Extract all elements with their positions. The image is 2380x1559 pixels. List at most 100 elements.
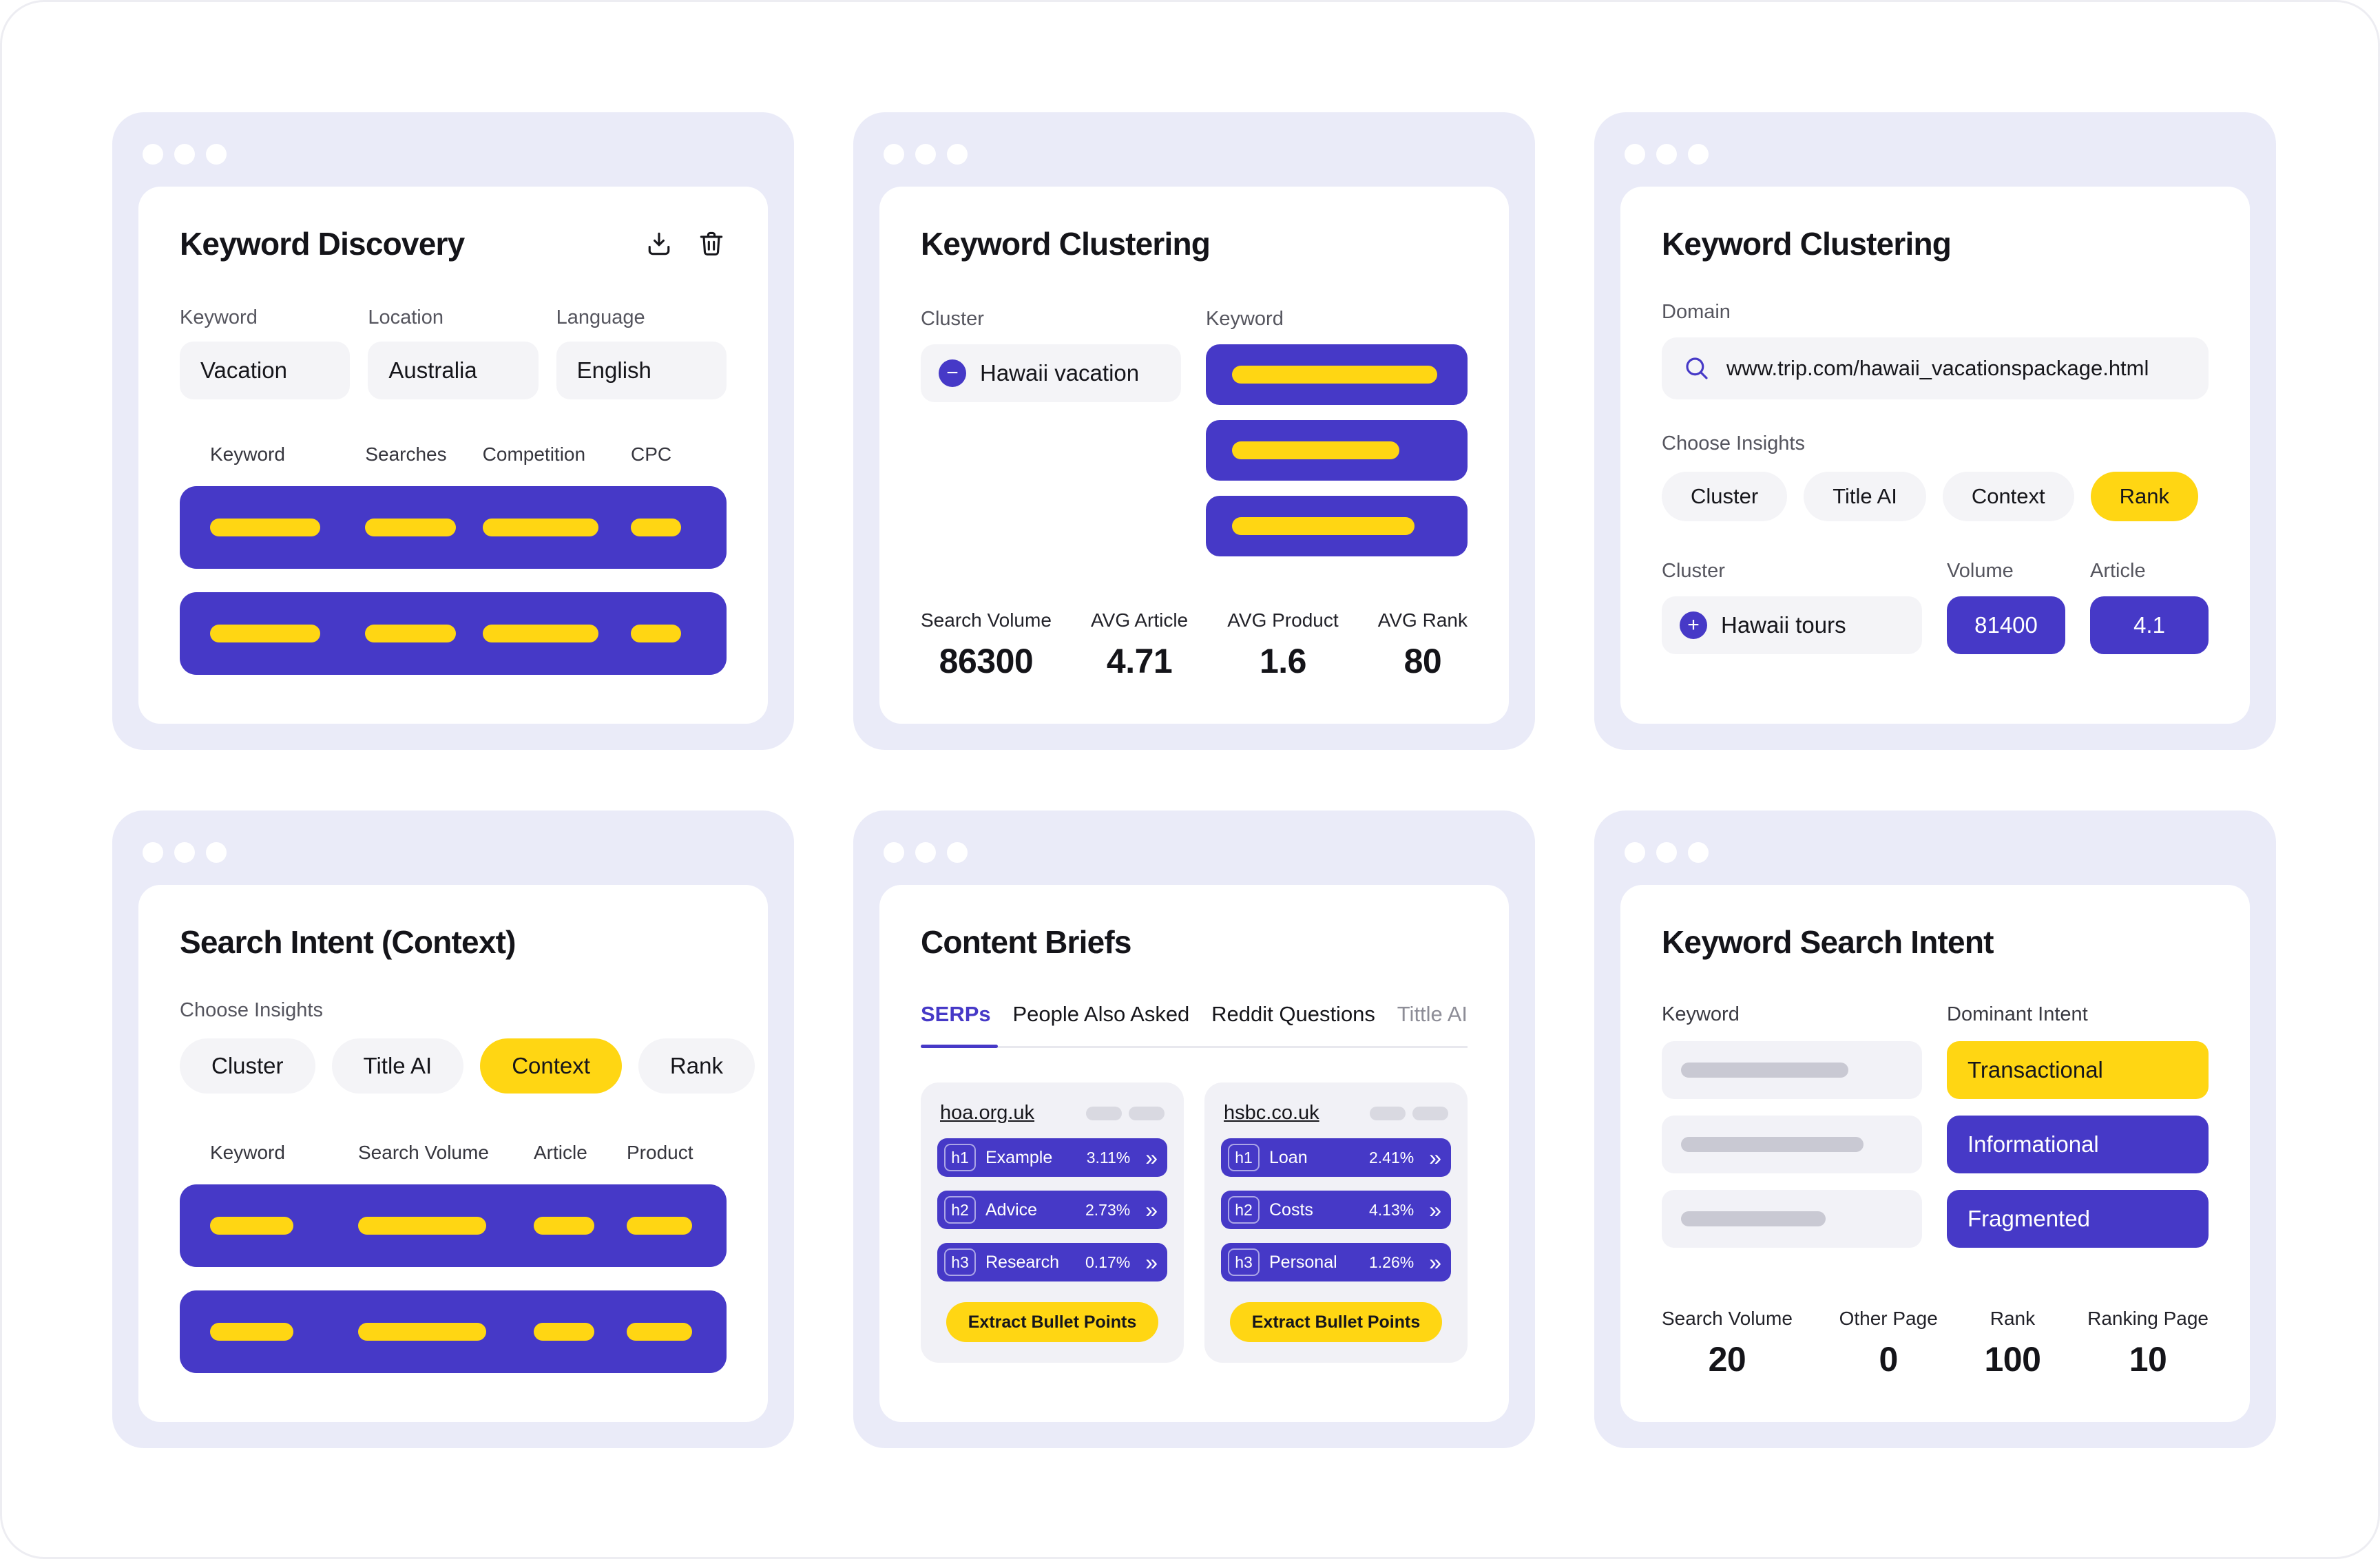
cluster-chip[interactable]: − Hawaii vacation: [921, 344, 1181, 402]
heading-name: Example: [985, 1147, 1053, 1167]
card-body: Keyword Search Intent Keyword: [1620, 885, 2250, 1422]
serp-row[interactable]: h3 Personal 1.26% »: [1221, 1243, 1451, 1281]
tab-people-also-asked[interactable]: People Also Asked: [1012, 1002, 1190, 1026]
stats-row: Search Volume 20 Other Page 0 Rank 100 R…: [1662, 1308, 2209, 1379]
column-header-cpc: CPC: [630, 443, 672, 465]
tab-tittle-ai[interactable]: Tittle AI: [1397, 1002, 1468, 1026]
serp-row[interactable]: h1 Example 3.11% »: [937, 1138, 1167, 1177]
download-icon[interactable]: [644, 229, 674, 259]
window-dot: [947, 842, 968, 863]
cluster-label: Cluster: [1662, 560, 1725, 582]
intent-informational[interactable]: Informational: [1947, 1116, 2209, 1173]
tab-serps[interactable]: SERPs: [921, 1002, 991, 1026]
heading-name: Advice: [985, 1200, 1038, 1220]
window-dots: [138, 138, 768, 187]
intent-fragmented[interactable]: Fragmented: [1947, 1190, 2209, 1248]
heading-tag: h3: [944, 1248, 976, 1276]
window-dot: [143, 842, 163, 863]
chevrons-icon[interactable]: »: [1429, 1250, 1441, 1275]
column-header-competition: Competition: [482, 443, 586, 465]
placeholder-bar: [630, 519, 681, 536]
window-dot: [1625, 842, 1645, 863]
heading-percent: 0.17%: [1085, 1253, 1131, 1271]
window-dot: [143, 144, 163, 165]
card-keyword-clustering-domain: Keyword Clustering Domain www.trip.com/h…: [1594, 112, 2276, 750]
placeholder-bar: [482, 519, 598, 536]
window-dot: [1656, 842, 1677, 863]
language-input[interactable]: English: [556, 342, 727, 399]
keyword-placeholder-row: [1662, 1116, 1922, 1173]
card-title: Keyword Clustering: [1662, 226, 1952, 262]
domain-link[interactable]: hsbc.co.uk: [1224, 1102, 1319, 1124]
serp-row[interactable]: h3 Research 0.17% »: [937, 1243, 1167, 1281]
stat-search-volume: Search Volume 86300: [921, 609, 1052, 680]
pill-title-ai[interactable]: Title AI: [1804, 472, 1926, 521]
chevrons-icon[interactable]: »: [1429, 1145, 1441, 1170]
window-dot: [174, 842, 195, 863]
card-title: Keyword Discovery: [180, 226, 465, 262]
chevrons-icon[interactable]: »: [1145, 1250, 1158, 1275]
keyword-column-label: Keyword: [1206, 308, 1284, 330]
placeholder-bar: [365, 519, 457, 536]
pill-cluster[interactable]: Cluster: [1662, 472, 1788, 521]
pill-rank[interactable]: Rank: [638, 1038, 755, 1094]
placeholder-pill: [1086, 1106, 1122, 1120]
cluster-column-label: Cluster: [921, 308, 984, 330]
window-dot: [1656, 144, 1677, 165]
window-dot: [884, 144, 904, 165]
window-dot: [206, 144, 227, 165]
window-dots: [1620, 138, 2250, 187]
stat-avg-rank: AVG Rank 80: [1377, 609, 1468, 680]
heading-percent: 2.41%: [1368, 1148, 1415, 1166]
pill-rank[interactable]: Rank: [2090, 472, 2199, 521]
pill-context[interactable]: Context: [1942, 472, 2074, 521]
serp-row[interactable]: h1 Loan 2.41% »: [1221, 1138, 1451, 1177]
tabs: SERPs People Also Asked Reddit Questions…: [921, 1002, 1468, 1048]
stats-row: Search Volume 86300 AVG Article 4.71 AVG…: [921, 609, 1468, 681]
trash-icon[interactable]: [696, 229, 727, 259]
location-input[interactable]: Australia: [368, 342, 539, 399]
heading-percent: 3.11%: [1086, 1148, 1131, 1166]
pill-context[interactable]: Context: [480, 1038, 622, 1094]
keyword-bar-placeholder: [1206, 344, 1468, 405]
serp-row[interactable]: h2 Advice 2.73% »: [937, 1191, 1167, 1229]
volume-value: 81400: [1947, 596, 2065, 654]
field-keyword: Keyword Vacation: [180, 306, 351, 399]
extract-bullet-points-button[interactable]: Extract Bullet Points: [946, 1302, 1159, 1342]
keyword-input[interactable]: Vacation: [180, 342, 351, 399]
cluster-chip-label: Hawaii vacation: [980, 360, 1140, 386]
remove-cluster-icon[interactable]: −: [939, 359, 966, 387]
card-title: Keyword Search Intent: [1662, 924, 1994, 960]
heading-name: Personal: [1269, 1252, 1337, 1272]
volume-result: Volume 81400: [1947, 560, 2065, 654]
domain-link[interactable]: hoa.org.uk: [940, 1102, 1035, 1124]
intent-transactional[interactable]: Transactional: [1947, 1041, 2209, 1099]
placeholder-pill: [1412, 1106, 1448, 1120]
pill-title-ai[interactable]: Title AI: [331, 1038, 464, 1094]
tab-reddit-questions[interactable]: Reddit Questions: [1211, 1002, 1375, 1026]
insight-pills: Cluster Title AI Context Rank: [180, 1038, 755, 1094]
chevrons-icon[interactable]: »: [1429, 1197, 1441, 1222]
serp-panel-1: hoa.org.uk h1 Example 3.11% »: [921, 1082, 1184, 1363]
card-body: Keyword Clustering Cluster − Hawaii vaca…: [879, 187, 1509, 724]
placeholder-bar: [1232, 366, 1437, 384]
keyword-bar-placeholder: [1206, 496, 1468, 556]
add-cluster-icon[interactable]: +: [1680, 611, 1707, 639]
table-row-placeholder: [180, 1184, 727, 1267]
card-keyword-discovery: Keyword Discovery Keyword Vacation: [112, 112, 794, 750]
chevrons-icon[interactable]: »: [1145, 1197, 1158, 1222]
pill-cluster[interactable]: Cluster: [180, 1038, 315, 1094]
domain-input[interactable]: www.trip.com/hawaii_vacationspackage.htm…: [1662, 337, 2209, 399]
cards-grid: Keyword Discovery Keyword Vacation: [112, 112, 2276, 1448]
search-icon: [1686, 357, 1708, 379]
serp-row[interactable]: h2 Costs 4.13% »: [1221, 1191, 1451, 1229]
article-label: Article: [2090, 560, 2146, 582]
field-label: Location: [368, 306, 443, 328]
table-row-placeholder: [180, 1290, 727, 1373]
cluster-chip[interactable]: + Hawaii tours: [1662, 596, 1922, 654]
extract-bullet-points-button[interactable]: Extract Bullet Points: [1229, 1302, 1443, 1342]
column-header-keyword: Keyword: [210, 443, 285, 465]
panel-actions-placeholder: [1370, 1106, 1448, 1120]
card-body: Content Briefs SERPs People Also Asked R…: [879, 885, 1509, 1422]
chevrons-icon[interactable]: »: [1145, 1145, 1158, 1170]
